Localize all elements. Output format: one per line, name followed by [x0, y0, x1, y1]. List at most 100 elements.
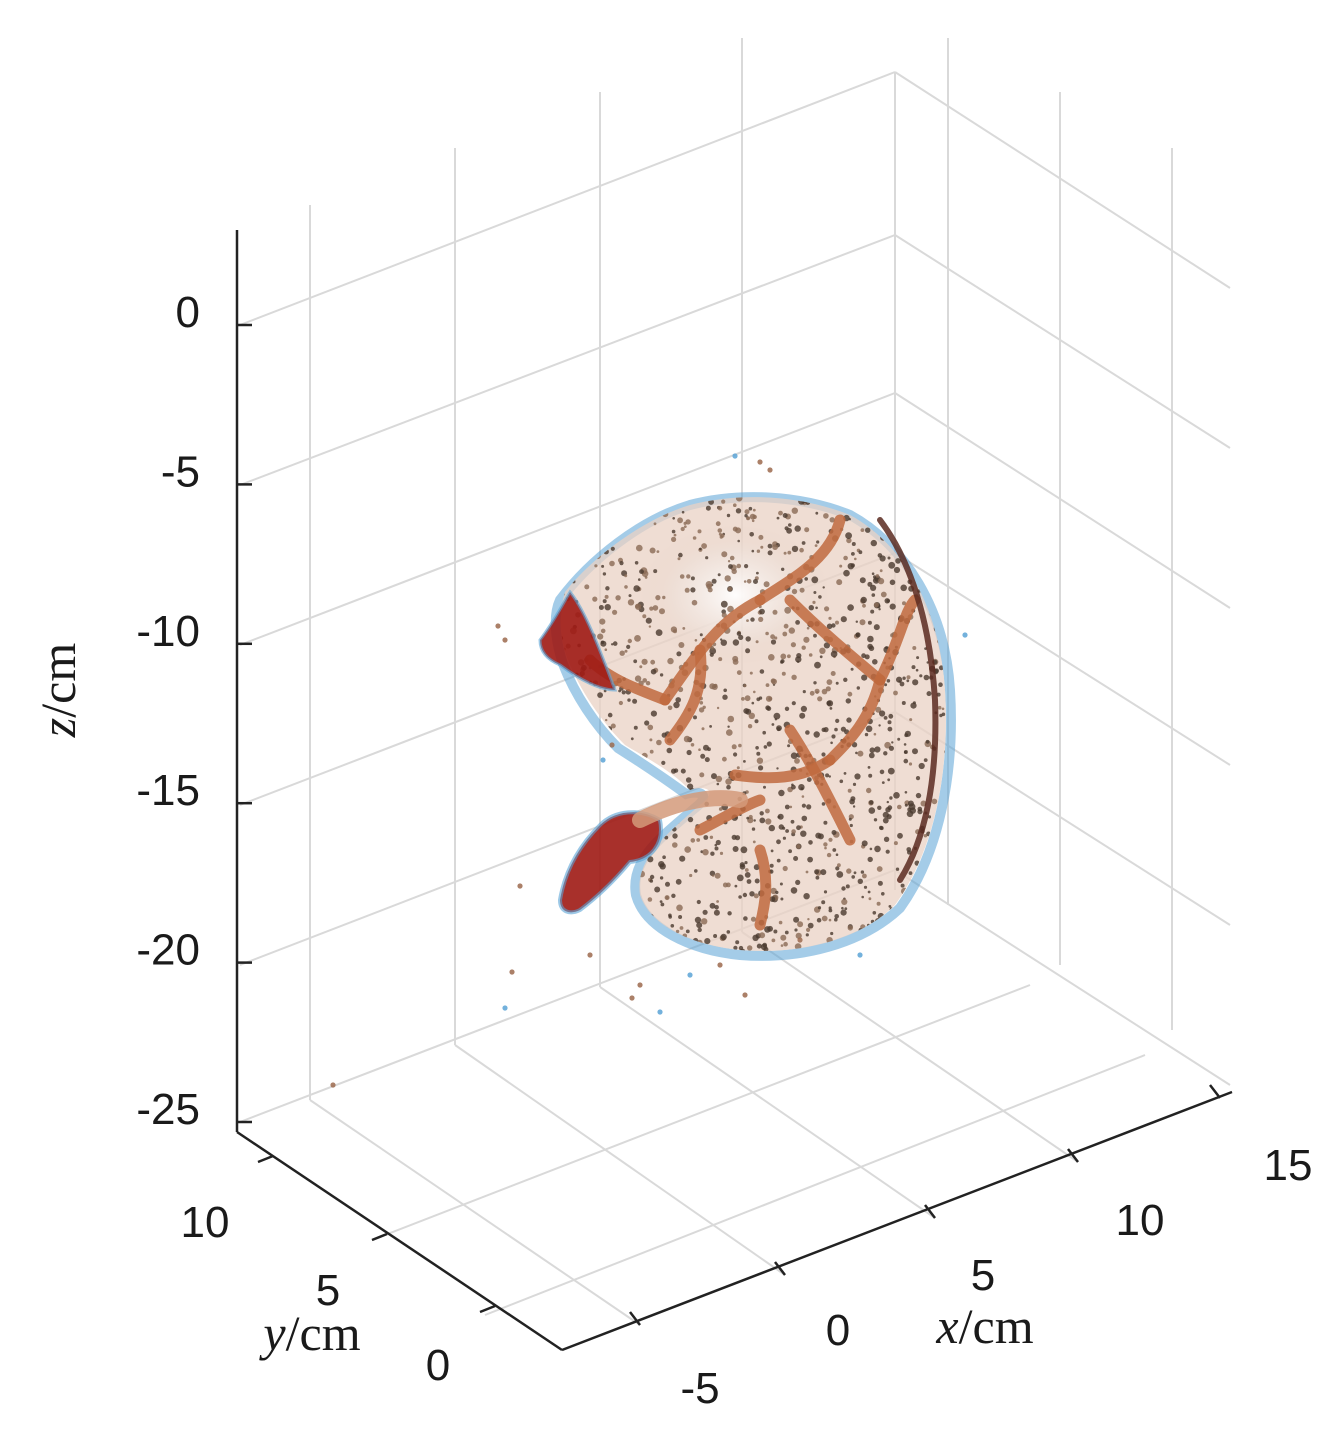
point — [879, 937, 884, 942]
z-tick-label: 0 — [176, 288, 200, 337]
point — [675, 878, 682, 885]
point — [906, 810, 914, 818]
point — [933, 510, 938, 515]
point — [900, 883, 905, 888]
point — [601, 564, 605, 568]
point — [873, 497, 880, 503]
point — [938, 572, 943, 577]
point — [798, 784, 805, 791]
point — [925, 895, 931, 901]
y-tick — [257, 1154, 274, 1164]
point — [751, 519, 755, 523]
point — [639, 665, 643, 669]
point — [562, 739, 567, 744]
point — [736, 874, 744, 882]
point — [781, 671, 786, 676]
point — [927, 494, 930, 497]
point — [814, 544, 818, 547]
point — [915, 514, 920, 518]
point — [654, 795, 658, 798]
point — [667, 705, 673, 711]
x-axis-var: x — [935, 1298, 958, 1354]
point — [944, 884, 946, 887]
point — [621, 690, 626, 695]
point — [814, 688, 820, 694]
point — [648, 625, 652, 628]
point — [690, 576, 695, 581]
point — [886, 800, 889, 804]
point — [883, 836, 890, 842]
point — [726, 513, 731, 518]
point — [928, 515, 935, 522]
point — [919, 504, 922, 508]
point — [852, 782, 857, 787]
point — [718, 657, 723, 662]
point — [876, 901, 881, 906]
outlier-point — [797, 937, 803, 943]
point — [783, 941, 788, 947]
point — [939, 713, 943, 718]
outlier-point — [757, 459, 763, 465]
point — [641, 933, 644, 937]
point — [886, 814, 892, 820]
point — [629, 792, 632, 795]
point — [908, 803, 916, 811]
point — [614, 804, 618, 808]
point — [686, 749, 692, 756]
point — [701, 918, 708, 925]
esophagus-opening — [538, 589, 618, 692]
point — [865, 725, 873, 733]
point — [637, 937, 643, 944]
point — [843, 677, 848, 682]
point — [649, 879, 654, 883]
point — [941, 586, 945, 590]
point — [806, 804, 812, 810]
point — [932, 545, 938, 551]
point — [905, 516, 909, 521]
point — [903, 513, 909, 519]
point — [914, 943, 919, 949]
point — [560, 829, 563, 835]
point — [573, 752, 579, 758]
point — [741, 697, 745, 701]
point — [570, 752, 576, 758]
point — [635, 506, 640, 511]
point — [565, 826, 573, 834]
point — [645, 681, 651, 686]
point — [649, 749, 654, 754]
point — [623, 894, 630, 902]
point — [685, 777, 692, 783]
point — [684, 846, 691, 853]
point — [569, 767, 574, 771]
point — [583, 774, 590, 780]
point — [881, 892, 885, 896]
point — [898, 680, 901, 683]
point — [821, 900, 826, 905]
point — [645, 617, 652, 624]
point — [795, 620, 800, 625]
point — [763, 581, 770, 588]
point — [627, 638, 632, 644]
point — [868, 645, 875, 651]
point — [782, 826, 786, 830]
point — [846, 717, 852, 723]
point — [937, 535, 940, 538]
point — [791, 701, 796, 706]
point — [916, 497, 922, 498]
point — [606, 534, 609, 538]
point — [784, 804, 790, 810]
point — [799, 712, 806, 719]
point — [569, 772, 574, 776]
point — [939, 881, 944, 886]
point — [828, 775, 831, 778]
point — [709, 902, 716, 909]
point — [715, 775, 723, 783]
point — [759, 817, 766, 824]
point — [873, 624, 880, 631]
point — [575, 753, 582, 759]
x-tick-label: 0 — [826, 1306, 850, 1355]
point — [864, 732, 869, 737]
point — [889, 579, 896, 586]
point — [778, 920, 783, 925]
point — [841, 906, 844, 910]
